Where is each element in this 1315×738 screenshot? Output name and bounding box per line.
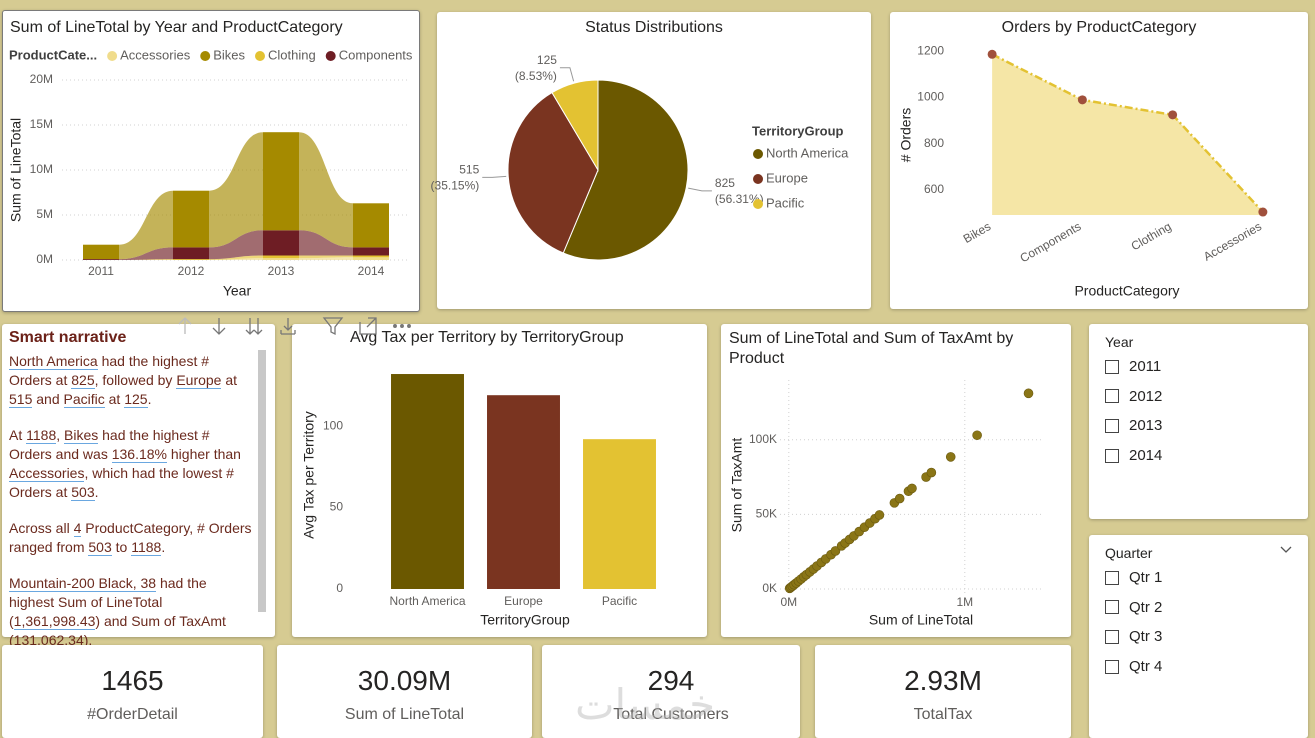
- narrative-panel: Smart narrative North America had the hi…: [2, 324, 275, 649]
- narrative-text: ) and Sum of TaxAmt (: [9, 613, 226, 648]
- narrative-text: Across all: [9, 520, 74, 536]
- card: 2.93M TotalTax: [815, 645, 1071, 738]
- narrative-link[interactable]: 4: [73, 520, 82, 537]
- narrative-link[interactable]: 503: [88, 539, 112, 556]
- narrative-paragraph: Mountain-200 Black, 38 had the highest S…: [9, 574, 255, 650]
- card-label: #OrderDetail: [87, 706, 178, 723]
- narrative-paragraph: Across all 4 ProductCategory, # Orders r…: [9, 519, 255, 557]
- slicer-item-label: 2011: [1129, 358, 1162, 375]
- narrative-link[interactable]: North America: [9, 353, 98, 370]
- narrative-text: At: [9, 427, 27, 443]
- narrative-text: ).: [83, 632, 93, 648]
- narrative-paragraph: At 1188, Bikes had the highest # Orders …: [9, 426, 255, 502]
- scatter-panel[interactable]: Sum of LineTotal and Sum of TaxAmt by Pr…: [721, 324, 1071, 637]
- narrative-link[interactable]: 131,062.34: [13, 632, 84, 649]
- slicer-item-label: 2012: [1129, 387, 1163, 405]
- slicer-item[interactable]: 2012: [1105, 388, 1162, 405]
- slicer-item[interactable]: Qtr 2: [1105, 599, 1162, 616]
- narrative-link[interactable]: 825: [71, 372, 95, 389]
- checkbox[interactable]: [1105, 659, 1119, 674]
- narrative-text: had the highest # Orders at: [9, 353, 210, 388]
- card-value: 1465: [101, 665, 164, 696]
- narrative-text: to: [111, 539, 132, 555]
- slicer-item[interactable]: 2011: [1105, 358, 1161, 375]
- slicer-title: Quarter: [1105, 545, 1153, 561]
- narrative-link[interactable]: 515: [9, 391, 33, 408]
- narrative-text: ,: [56, 427, 65, 443]
- narrative-link[interactable]: 1188: [131, 539, 162, 556]
- slicer-item[interactable]: Qtr 1: [1105, 569, 1162, 586]
- slicer-title: Year: [1105, 334, 1134, 350]
- narrative-text: , which had the lowest # Orders at: [9, 465, 234, 500]
- slicer-item[interactable]: 2014: [1105, 447, 1162, 464]
- checkbox[interactable]: [1105, 418, 1119, 433]
- narrative-text: .: [147, 391, 152, 407]
- ribbon-panel[interactable]: Sum of LineTotal by Year and ProductCate…: [2, 10, 420, 312]
- quarter-slicer: Quarter Qtr 1 Qtr 2 Qtr 3 Qtr 4: [1089, 535, 1308, 738]
- chart-title: Status Distributions: [585, 19, 723, 36]
- chart-title: Sum of LineTotal and Sum of TaxAmt by Pr…: [729, 330, 1014, 367]
- card: 294 Total Customers: [542, 645, 800, 738]
- bar-panel[interactable]: Avg Tax per Territory by TerritoryGroup: [292, 324, 707, 637]
- chart-title: Avg Tax per Territory by TerritoryGroup: [350, 329, 624, 346]
- narrative-text: ProductCategory, # Orders ranged from: [9, 520, 252, 555]
- narrative-text: North America had the highest # Orders a…: [9, 352, 255, 667]
- card-label: Total Customers: [613, 706, 729, 723]
- slicer-item-label: 2014: [1129, 447, 1163, 465]
- narrative-text: had the highest # Orders and was: [9, 427, 210, 462]
- area-panel[interactable]: Orders by ProductCategory: [890, 12, 1308, 309]
- narrative-link[interactable]: 125: [124, 391, 148, 408]
- card-value: 30.09M: [357, 665, 452, 696]
- narrative-text: higher than: [167, 446, 241, 462]
- narrative-link[interactable]: Bikes: [64, 427, 99, 444]
- card: 1465 #OrderDetail: [2, 645, 263, 738]
- narrative-link[interactable]: 503: [71, 484, 95, 501]
- card-label: TotalTax: [913, 706, 973, 723]
- narrative-text: , followed by: [94, 372, 177, 388]
- scrollbar[interactable]: [258, 350, 266, 612]
- card-value: 294: [647, 665, 695, 696]
- narrative-link[interactable]: Europe: [176, 372, 222, 389]
- slicer-item-label: Qtr 4: [1129, 658, 1163, 676]
- chart-title: Orders by ProductCategory: [1001, 19, 1197, 36]
- slicer-item[interactable]: 2013: [1105, 417, 1162, 434]
- narrative-link[interactable]: Accessories: [9, 465, 85, 482]
- narrative-link[interactable]: 136.18%: [111, 446, 167, 463]
- checkbox[interactable]: [1105, 629, 1119, 644]
- watermark: خمسات: [575, 680, 716, 729]
- card-label: Sum of LineTotal: [344, 706, 465, 723]
- checkbox[interactable]: [1105, 359, 1119, 374]
- pie-panel[interactable]: Status Distributions: [437, 12, 871, 309]
- narrative-link[interactable]: Mountain-200 Black, 38: [9, 575, 157, 592]
- card-value: 2.93M: [904, 665, 982, 696]
- slicer-item-label: 2013: [1129, 417, 1163, 435]
- dropdown-chevron[interactable]: [1279, 545, 1293, 555]
- card: 30.09M Sum of LineTotal: [277, 645, 532, 738]
- checkbox[interactable]: [1105, 570, 1119, 585]
- slicer-item-label: Qtr 1: [1129, 569, 1163, 586]
- narrative-text: .: [161, 539, 166, 555]
- checkbox[interactable]: [1105, 600, 1119, 615]
- narrative-link[interactable]: Pacific: [63, 391, 105, 408]
- narrative-text: at: [104, 391, 125, 407]
- slicer-item[interactable]: Qtr 4: [1105, 658, 1162, 675]
- year-slicer: Year 2011 2012 2013 2014: [1089, 324, 1308, 519]
- narrative-text: at: [221, 372, 238, 388]
- checkbox[interactable]: [1105, 389, 1119, 404]
- narrative-title: Smart narrative: [9, 329, 127, 346]
- narrative-link[interactable]: 1188: [26, 427, 57, 444]
- checkbox[interactable]: [1105, 448, 1119, 463]
- narrative-text: had the highest Sum of LineTotal (: [9, 575, 207, 629]
- slicer-item[interactable]: Qtr 3: [1105, 628, 1162, 645]
- narrative-text: and: [32, 391, 64, 407]
- narrative-paragraph: North America had the highest # Orders a…: [9, 352, 255, 409]
- narrative-text: .: [94, 484, 99, 500]
- slicer-item-label: Qtr 3: [1129, 628, 1163, 646]
- narrative-link[interactable]: 1,361,998.43: [13, 613, 96, 630]
- chart-title: Sum of LineTotal by Year and ProductCate…: [10, 19, 343, 36]
- slicer-item-label: Qtr 2: [1129, 598, 1163, 616]
